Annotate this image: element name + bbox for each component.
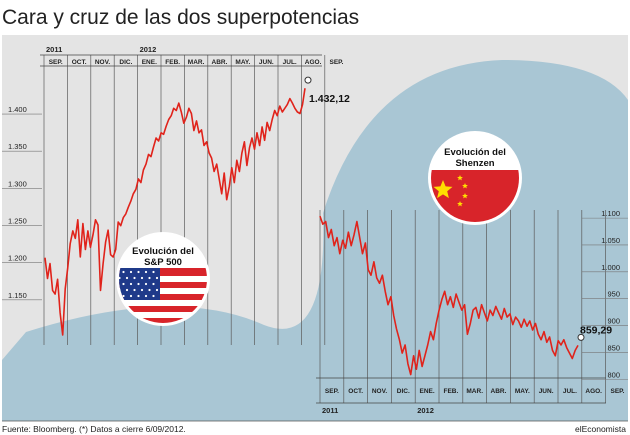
cn-tick-label: 800 <box>607 370 620 379</box>
usa-star-icon <box>140 288 144 292</box>
shenzhen-badge-line-1: Evolución del <box>444 147 506 158</box>
usa-star-icon <box>133 276 136 280</box>
sp-month-label: DIC. <box>119 59 132 66</box>
cn-tick-label: 950 <box>607 290 620 299</box>
sp-tick-label: 1.400 <box>8 105 27 114</box>
cn-month-label: NOV. <box>372 388 387 395</box>
shenzhen-end-marker <box>577 333 585 341</box>
source-note: Fuente: Bloomberg. (*) Datos a cierre 6/… <box>2 424 186 434</box>
usa-star-icon <box>129 270 133 274</box>
sp500-end-label: 1.432,12 <box>309 93 350 105</box>
cn-month-label: OCT. <box>348 388 363 395</box>
sp-month-label: OCT. <box>72 59 87 66</box>
cn-month-label: FEB. <box>443 388 458 395</box>
sp500-end-marker <box>304 76 312 84</box>
sp500-gridlines <box>2 55 326 345</box>
shenzhen-badge: Evolución del Shenzen <box>428 131 522 225</box>
sp-month-label: MAY. <box>235 59 250 66</box>
usa-star-icon <box>122 294 125 298</box>
usa-star-icon <box>155 276 159 280</box>
sp500-badge-line-2: S&P 500 <box>144 257 182 268</box>
sp-month-label: SEP. <box>330 59 344 66</box>
china-small-star-icon <box>462 193 468 199</box>
brand-label: elEconomista <box>575 424 626 434</box>
usa-star-icon <box>122 270 125 274</box>
cn-month-label: MAY. <box>515 388 530 395</box>
usa-star-icon <box>148 288 151 292</box>
cn-month-label: ABR. <box>491 388 507 395</box>
shenzhen-axis-labels: SEP. OCT. NOV. DIC. ENE. FEB. MAR. ABR. MAY. JUN.… <box>322 209 625 415</box>
usa-star-icon <box>129 282 133 286</box>
usa-star-icon <box>137 294 140 298</box>
usa-star-icon <box>137 282 140 286</box>
usa-star-icon <box>137 270 140 274</box>
shenzhen-line <box>319 215 579 376</box>
china-small-star-icon <box>457 175 463 181</box>
cn-month-label: SEP. <box>325 388 339 395</box>
sp-month-label: AGO. <box>305 59 322 66</box>
cn-month-label: JUL. <box>563 388 577 395</box>
sp-month-label: JUN. <box>259 59 274 66</box>
usa-star-icon <box>122 282 125 286</box>
sp-year-label: 2011 <box>46 45 62 54</box>
cn-tick-label: 900 <box>607 317 620 326</box>
usa-star-icon <box>119 276 121 280</box>
sp-tick-label: 1.250 <box>8 217 27 226</box>
usa-star-icon <box>133 288 136 292</box>
sp-tick-label: 1.200 <box>8 254 27 263</box>
usa-star-icon <box>155 288 159 292</box>
cn-tick-label: 1.050 <box>601 236 620 245</box>
sp-month-label: FEB. <box>165 59 180 66</box>
china-small-star-icon <box>457 201 463 207</box>
cn-year-label: 2011 <box>322 406 338 415</box>
usa-star-icon <box>148 276 151 280</box>
china-small-star-icon <box>462 183 468 189</box>
sp500-line <box>44 88 306 336</box>
cn-month-label: JUN. <box>539 388 554 395</box>
cn-tick-label: 1.000 <box>601 263 620 272</box>
sp-month-label: MAR. <box>188 59 205 66</box>
cn-month-label: ENE. <box>420 388 435 395</box>
shenzhen-end-label: 859,29 <box>580 324 612 336</box>
sp500-badge: Evolución del S&P 500 <box>116 232 210 326</box>
cn-tick-label: 1.100 <box>601 209 620 218</box>
usa-star-icon <box>144 270 148 274</box>
sp-month-label: SEP. <box>49 59 63 66</box>
china-big-star-icon <box>433 180 453 199</box>
sp-tick-label: 1.300 <box>8 179 27 188</box>
sp-month-label: ABR. <box>212 59 228 66</box>
usa-star-icon <box>144 294 148 298</box>
cn-tick-label: 850 <box>607 343 620 352</box>
cn-month-label: DIC. <box>397 388 410 395</box>
sp500-badge-line-1: Evolución del <box>132 246 194 257</box>
sp-tick-label: 1.350 <box>8 142 27 151</box>
sp-year-label: 2012 <box>140 45 157 54</box>
cn-month-label: AGO. <box>585 388 602 395</box>
usa-flag <box>119 268 207 323</box>
shenzhen-badge-line-2: Shenzen <box>455 158 494 169</box>
shenzhen-gridlines <box>319 210 628 403</box>
usa-star-icon <box>152 282 155 286</box>
cn-month-label: SEP. <box>611 388 625 395</box>
sp-month-label: ENE. <box>142 59 157 66</box>
usa-star-icon <box>129 294 133 298</box>
usa-flag-stars <box>119 270 159 298</box>
usa-star-icon <box>152 294 155 298</box>
sp-tick-label: 1.150 <box>8 291 27 300</box>
usa-star-icon <box>144 282 148 286</box>
usa-star-icon <box>140 276 144 280</box>
sp500-axis-labels: SEP. OCT. NOV. DIC. ENE. FEB. MAR. ABR. MAY. JUN.… <box>8 45 344 300</box>
cn-month-label: MAR. <box>466 388 483 395</box>
chart-title: Cara y cruz de las dos superpotencias <box>2 6 359 29</box>
usa-star-icon <box>125 276 129 280</box>
usa-star-icon <box>125 288 129 292</box>
sp-month-label: JUL. <box>283 59 297 66</box>
usa-star-icon <box>152 270 155 274</box>
cn-year-label: 2012 <box>417 406 434 415</box>
sp-month-label: NOV. <box>95 59 110 66</box>
